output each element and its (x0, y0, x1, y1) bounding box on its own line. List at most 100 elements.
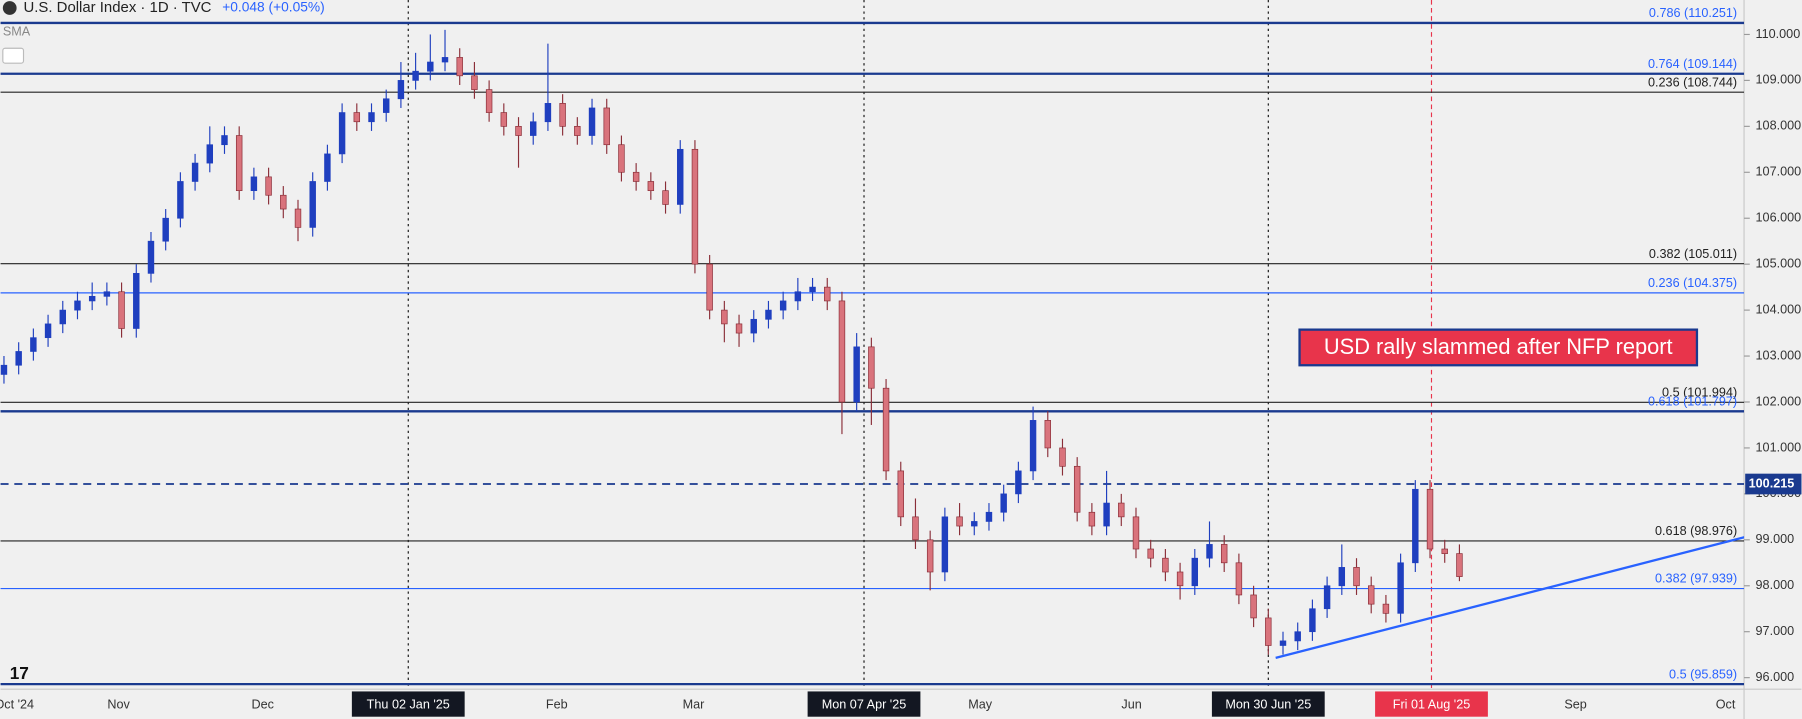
candle-body (15, 351, 22, 366)
candle-body (1088, 511, 1096, 527)
candle-body (177, 181, 184, 219)
candle-body (74, 300, 81, 311)
candle-body (1206, 544, 1213, 559)
price-label-box (1745, 473, 1802, 495)
candle-body (1059, 447, 1066, 467)
candle-body (1015, 470, 1022, 495)
y-tick-label: 109.000 (1756, 73, 1802, 87)
x-tick-label: Oct (1716, 698, 1736, 712)
candle-body (926, 539, 934, 573)
y-tick-label: 105.000 (1756, 257, 1802, 271)
candle-body (750, 318, 757, 334)
annotation: USD rally slammed after NFP report (1298, 328, 1699, 367)
candle-body (882, 387, 890, 472)
annotation-box (1298, 328, 1699, 367)
y-tick-label: 101.000 (1756, 440, 1802, 454)
candle-body (1029, 420, 1037, 472)
x-tick-highlight (1375, 691, 1488, 717)
candle-body (588, 107, 596, 136)
y-tick-label: 110.000 (1756, 27, 1801, 41)
candle-body (397, 80, 405, 100)
candle-body (1162, 557, 1169, 573)
x-tick-highlight (807, 691, 921, 717)
candle-body (838, 300, 846, 403)
y-tick-label: 103.000 (1756, 348, 1802, 362)
candle-body (324, 153, 331, 182)
candle-body (441, 57, 449, 63)
candle-body (1441, 548, 1448, 554)
candle-body (647, 181, 655, 192)
y-tick-label: 98.000 (1756, 578, 1795, 592)
fib-label: 0.382 (105.011) (1649, 247, 1737, 261)
candle-body (118, 291, 125, 329)
y-tick-label: 99.000 (1756, 532, 1795, 546)
candle-body (206, 144, 214, 164)
candle-body (530, 121, 537, 136)
fib-label: 0.618 (101.797) (1648, 394, 1737, 408)
candle-body (1073, 465, 1081, 513)
candle-body (44, 323, 52, 339)
candle-body (1265, 617, 1272, 646)
candle-body (471, 75, 478, 90)
candle-body (809, 286, 816, 293)
candle-body (1118, 502, 1125, 518)
candle-body (1103, 502, 1110, 527)
candle-body (735, 323, 743, 334)
chart-title: U.S. Dollar Index · 1D · TVC (23, 0, 211, 16)
candle-body (1367, 585, 1375, 605)
candle-body (382, 98, 390, 113)
candle-body (941, 516, 949, 573)
candle-body (147, 240, 155, 274)
fib-label: 0.236 (104.375) (1648, 276, 1737, 290)
candle-body (853, 346, 860, 403)
candle-body (574, 125, 581, 136)
candle-body (1132, 516, 1140, 550)
candle-body (294, 208, 302, 228)
symbol-icon (2, 1, 17, 15)
candle-body (956, 516, 963, 527)
candle-body (412, 70, 419, 81)
candle-body (1279, 640, 1287, 646)
candle-body (544, 103, 552, 123)
candle-body (353, 112, 361, 123)
candle-body (603, 107, 610, 146)
fib-label: 0.5 (95.859) (1669, 667, 1737, 681)
candle-body (1250, 594, 1257, 619)
candle-body (1338, 567, 1346, 587)
collapse-button[interactable] (2, 47, 25, 64)
candle-body (912, 516, 919, 541)
candle-body (1176, 571, 1184, 587)
x-tick-label: Dec (251, 698, 273, 712)
x-tick-label: Sep (1564, 698, 1586, 712)
candle-body (1220, 544, 1228, 564)
fib-label: 0.618 (98.976) (1655, 524, 1737, 538)
y-tick-label: 102.000 (1756, 394, 1802, 408)
candle-body (235, 135, 243, 192)
fib-label: 0.764 (109.144) (1648, 57, 1737, 71)
candle-body (485, 89, 493, 113)
trendline (1275, 536, 1745, 660)
candle-body (1044, 420, 1051, 449)
candle-body (500, 112, 508, 127)
candle-body (0, 364, 8, 375)
candle-body (706, 263, 713, 311)
candle-body (1382, 603, 1390, 614)
candle-body (985, 511, 993, 522)
candle-body (1323, 585, 1331, 610)
candle-body (1000, 493, 1007, 513)
annotation-text: USD rally slammed after NFP report (1324, 334, 1673, 359)
candle-body (618, 144, 625, 173)
candle-body (1294, 631, 1301, 642)
x-tick-label: Jun (1121, 698, 1141, 712)
candle-body (427, 61, 434, 72)
y-tick-label: 108.000 (1756, 119, 1802, 133)
fib-label: 0.236 (108.744) (1648, 75, 1737, 89)
x-tick-highlight (351, 691, 465, 717)
candle-body (368, 112, 375, 123)
candle-body (309, 181, 316, 228)
candle-body (221, 135, 228, 146)
y-tick-label: 106.000 (1756, 211, 1802, 225)
candle-body (1412, 488, 1419, 564)
candle-body (721, 309, 728, 325)
candle-body (59, 309, 66, 325)
